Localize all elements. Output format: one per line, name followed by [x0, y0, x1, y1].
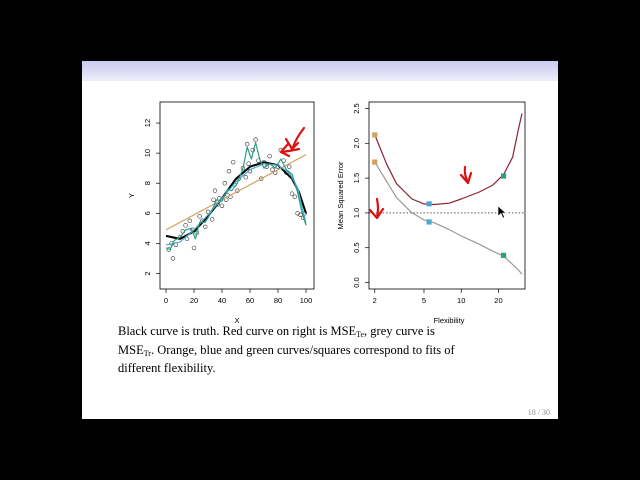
caption-tr-subscript: Tr	[143, 348, 151, 358]
data-point	[270, 167, 275, 172]
slide: 0 20 40 60 80 100 2 4 6 8 10 12 X Y 2 5 10 20 0.0 0.5 1.0 1.…	[82, 61, 558, 419]
data-point	[184, 236, 190, 242]
fit-square-marker	[372, 132, 378, 138]
y-tick-label: 2	[143, 271, 152, 275]
y-tick-label: 12	[143, 119, 152, 127]
y-tick-label: 1.5	[352, 173, 361, 183]
annotation-arrow	[291, 126, 306, 149]
data-point	[259, 176, 264, 181]
data-point	[267, 153, 272, 159]
fit-square-marker	[500, 252, 507, 258]
data-point	[231, 159, 236, 165]
annotation-arrow-head	[279, 142, 291, 158]
page-number: 18 / 30	[527, 408, 550, 417]
data-point	[219, 203, 225, 208]
annotation-arrow-head	[284, 137, 300, 151]
orange-fit-curve	[165, 154, 307, 231]
y-tick-label: 10	[143, 149, 152, 157]
left-plot: 0 20 40 60 80 100 2 4 6 8 10 12 X Y	[127, 101, 315, 325]
x-tick-label: 20	[190, 296, 198, 305]
fit-square-marker	[500, 173, 507, 179]
annotation-arrow-head	[368, 207, 385, 220]
data-point	[264, 164, 270, 169]
slide-header-bar	[82, 61, 558, 81]
fit-square-marker	[372, 159, 378, 165]
y-tick-label: 2.0	[352, 138, 361, 148]
y-axis-label: Mean Squared Error	[336, 161, 345, 229]
x-axis-label: Flexibility	[434, 316, 465, 325]
y-tick-label: 4	[143, 241, 152, 245]
caption-line2a: MSE	[118, 342, 144, 357]
annotation-arrow	[280, 147, 301, 154]
test-mse-curve	[374, 113, 523, 206]
x-tick-label: 0	[164, 296, 168, 305]
data-point	[243, 174, 249, 180]
right-plot-frame	[368, 101, 526, 290]
y-tick-label: 1.0	[352, 208, 361, 218]
mouse-cursor-icon	[498, 206, 507, 219]
y-tick-label: 8	[143, 181, 152, 185]
train-mse-curve	[374, 161, 523, 275]
x-tick-label: 100	[300, 296, 313, 305]
right-plot: 2 5 10 20 0.0 0.5 1.0 1.5 2.0 2.5 Flexibility Mean …	[279, 101, 526, 325]
caption-line1b: , grey curve is	[364, 324, 435, 338]
data-point	[246, 161, 251, 166]
data-point	[183, 223, 188, 228]
x-tick-label: 80	[274, 296, 282, 305]
blue-fit-curve	[165, 163, 307, 246]
x-axis-label: X	[234, 316, 239, 325]
caption-line3: different flexibility.	[118, 361, 216, 375]
y-axis-label: Y	[127, 193, 136, 198]
left-plot-frame	[159, 101, 315, 290]
fit-square-marker	[426, 219, 432, 225]
x-tick-label: 60	[246, 296, 254, 305]
slide-caption: Black curve is truth. Red curve on right…	[118, 322, 538, 378]
data-point	[226, 168, 232, 174]
data-point	[292, 194, 298, 199]
data-point	[202, 224, 208, 230]
data-point	[245, 141, 250, 147]
data-point	[222, 181, 228, 186]
x-tick-label: 2	[373, 296, 377, 305]
fit-square-marker	[426, 201, 432, 207]
y-tick-label: 2.5	[352, 103, 361, 113]
data-point	[210, 217, 215, 222]
y-tick-label: 0.5	[352, 242, 361, 252]
y-tick-label: 0.0	[352, 277, 361, 287]
caption-te-subscript: Te	[356, 330, 365, 339]
green-fit-curve	[165, 142, 307, 250]
data-point	[197, 214, 202, 219]
data-point	[212, 188, 218, 193]
y-tick-label: 6	[143, 211, 152, 215]
data-point	[187, 218, 193, 224]
x-tick-label: 20	[494, 296, 502, 305]
data-point	[253, 137, 258, 142]
x-tick-label: 5	[422, 296, 426, 305]
caption-line1a: Black curve is truth. Red curve on right…	[118, 324, 357, 338]
annotation-arrow	[375, 197, 380, 219]
data-point	[170, 256, 176, 261]
data-point	[289, 191, 295, 196]
x-tick-label: 40	[218, 296, 226, 305]
annotation-arrow-head	[459, 171, 473, 185]
caption-line2b: . Orange, blue and green curves/squares …	[150, 342, 455, 357]
data-point	[287, 164, 292, 169]
x-tick-label: 10	[457, 296, 465, 305]
data-point	[211, 197, 216, 202]
data-point	[191, 245, 197, 251]
